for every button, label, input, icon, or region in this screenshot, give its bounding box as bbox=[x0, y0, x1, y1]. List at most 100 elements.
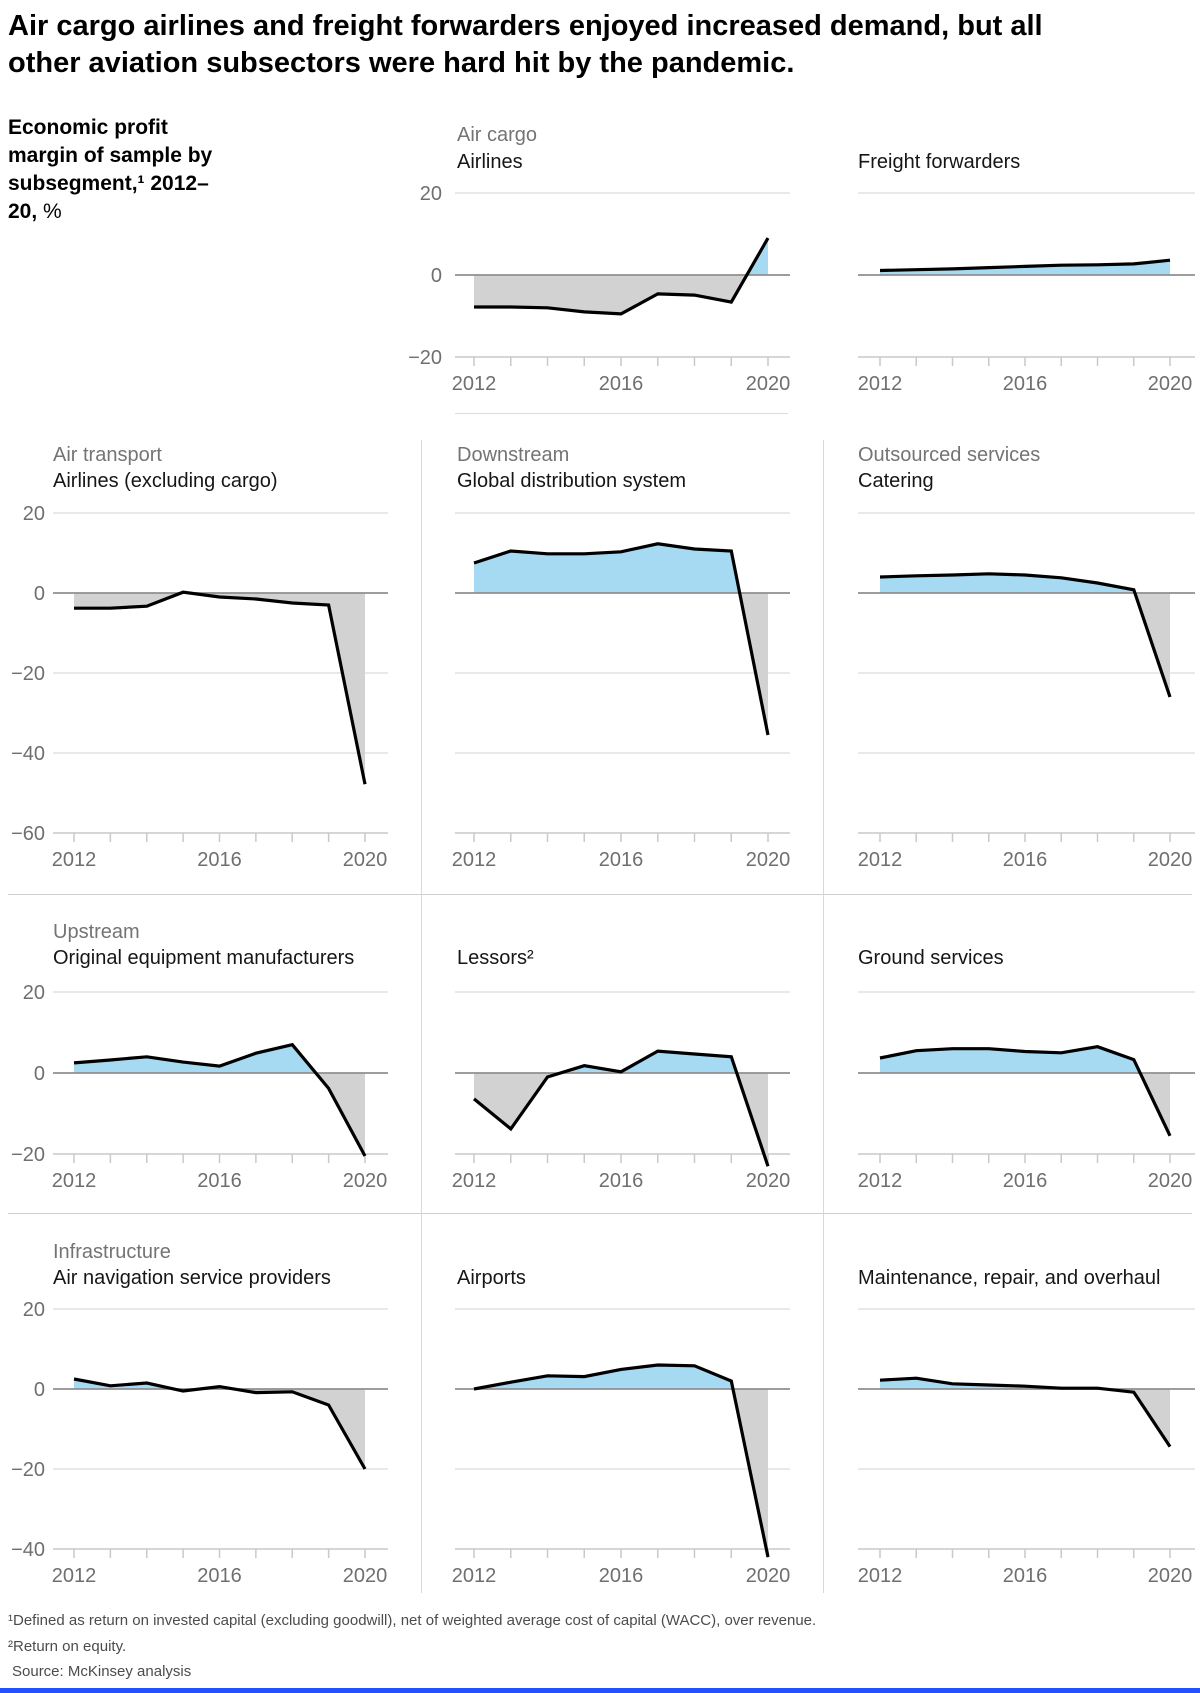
x-tick-label: 2020 bbox=[746, 373, 791, 395]
area-negative bbox=[74, 1073, 365, 1156]
footnote-1: ¹Defined as return on invested capital (… bbox=[8, 1612, 817, 1629]
x-tick-label: 2016 bbox=[599, 849, 644, 871]
x-tick-label: 2012 bbox=[452, 1565, 497, 1587]
area-positive bbox=[74, 1044, 365, 1073]
area-negative bbox=[474, 1073, 768, 1167]
y-tick-label: 0 bbox=[34, 1063, 45, 1085]
x-tick-label: 2016 bbox=[1003, 849, 1048, 871]
chart-title-ground-services: Ground services bbox=[858, 947, 1004, 969]
x-tick-label: 2020 bbox=[1148, 849, 1193, 871]
x-tick-label: 2012 bbox=[452, 849, 497, 871]
x-tick-label: 2016 bbox=[599, 1565, 644, 1587]
group-label-outsourced-services: Outsourced services bbox=[858, 444, 1041, 466]
area-positive bbox=[474, 1051, 768, 1073]
y-tick-label: 20 bbox=[23, 982, 45, 1004]
x-tick-label: 2020 bbox=[343, 1170, 388, 1192]
chart-title-global-distribution-system: Global distribution system bbox=[457, 470, 686, 492]
accent-bar bbox=[0, 1688, 1200, 1693]
group-label-infrastructure: Infrastructure bbox=[53, 1241, 171, 1263]
chart-title-airlines-excluding-cargo: Airlines (excluding cargo) bbox=[53, 470, 278, 492]
x-tick-label: 2012 bbox=[858, 373, 903, 395]
series-line bbox=[474, 237, 770, 316]
y-tick-label: −20 bbox=[11, 1144, 45, 1166]
area-negative bbox=[880, 1389, 1170, 1447]
series-line bbox=[472, 1049, 770, 1167]
page-title: Air cargo airlines and freight forwarder… bbox=[8, 10, 1043, 80]
x-tick-label: 2016 bbox=[197, 1565, 242, 1587]
series-line bbox=[473, 542, 770, 736]
x-tick-label: 2020 bbox=[343, 1565, 388, 1587]
x-tick-label: 2016 bbox=[599, 373, 644, 395]
x-tick-label: 2020 bbox=[1148, 373, 1193, 395]
series-line bbox=[74, 590, 367, 785]
x-tick-label: 2016 bbox=[197, 1170, 242, 1192]
x-tick-label: 2012 bbox=[52, 1565, 97, 1587]
x-tick-label: 2012 bbox=[452, 373, 497, 395]
x-tick-label: 2016 bbox=[1003, 373, 1048, 395]
x-tick-label: 2012 bbox=[858, 849, 903, 871]
descriptor-text: Economic profit margin of sample by subs… bbox=[8, 116, 213, 224]
x-tick-label: 2016 bbox=[599, 1170, 644, 1192]
chart-title-airports: Airports bbox=[457, 1267, 526, 1289]
descriptor-unit: % bbox=[43, 200, 62, 224]
footnote-2: ²Return on equity. bbox=[8, 1638, 127, 1655]
area-positive bbox=[880, 573, 1170, 593]
area-positive bbox=[880, 1378, 1170, 1389]
column-divider-left bbox=[421, 440, 422, 1593]
area-negative bbox=[474, 593, 768, 735]
source-line: Source: McKinsey analysis bbox=[12, 1663, 192, 1680]
y-tick-label: 20 bbox=[420, 183, 442, 205]
group-label-air-cargo: Air cargo bbox=[457, 124, 538, 146]
row1-bottom-rule bbox=[455, 413, 788, 414]
x-tick-label: 2012 bbox=[52, 1170, 97, 1192]
chart-title-catering: Catering bbox=[858, 470, 934, 492]
series-line bbox=[879, 258, 1171, 273]
x-tick-label: 2012 bbox=[52, 849, 97, 871]
chart-title-airlines-cargo: Airlines bbox=[457, 151, 523, 173]
area-positive bbox=[74, 1379, 365, 1389]
x-tick-label: 2012 bbox=[858, 1170, 903, 1192]
series-line bbox=[879, 572, 1172, 698]
y-tick-label: −20 bbox=[11, 663, 45, 685]
area-positive bbox=[474, 1365, 768, 1389]
x-tick-label: 2012 bbox=[452, 1170, 497, 1192]
chart-title-freight-forwarders: Freight forwarders bbox=[858, 151, 1021, 173]
group-label-air-transport: Air transport bbox=[53, 444, 162, 466]
y-tick-label: −20 bbox=[11, 1459, 45, 1481]
x-tick-label: 2020 bbox=[343, 849, 388, 871]
chart-title-lessors: Lessors² bbox=[457, 947, 534, 969]
y-tick-label: 20 bbox=[23, 1299, 45, 1321]
area-positive bbox=[880, 1046, 1170, 1073]
x-tick-label: 2016 bbox=[197, 849, 242, 871]
series-line bbox=[879, 1376, 1172, 1448]
x-tick-label: 2016 bbox=[1003, 1565, 1048, 1587]
x-tick-label: 2020 bbox=[746, 849, 791, 871]
chart-descriptor: Economic profit margin of sample by subs… bbox=[8, 114, 220, 227]
series-line bbox=[73, 1042, 367, 1157]
group-label-downstream: Downstream bbox=[457, 444, 570, 466]
y-tick-label: −20 bbox=[408, 347, 442, 369]
area-negative bbox=[880, 1073, 1170, 1136]
x-tick-label: 2012 bbox=[858, 1565, 903, 1587]
series-line bbox=[73, 1377, 367, 1470]
chart-title-maintenance-repair-overhaul: Maintenance, repair, and overhaul bbox=[858, 1267, 1161, 1289]
x-tick-label: 2016 bbox=[1003, 1170, 1048, 1192]
group-label-upstream: Upstream bbox=[53, 921, 140, 943]
y-tick-label: 20 bbox=[23, 503, 45, 525]
row-separator-infrastructure bbox=[8, 1213, 1192, 1214]
x-tick-label: 2020 bbox=[1148, 1565, 1193, 1587]
x-tick-label: 2020 bbox=[746, 1170, 791, 1192]
x-tick-label: 2020 bbox=[1148, 1170, 1193, 1192]
x-tick-label: 2020 bbox=[746, 1565, 791, 1587]
y-tick-label: 0 bbox=[34, 1379, 45, 1401]
area-negative bbox=[474, 275, 768, 314]
series-line bbox=[879, 1045, 1172, 1137]
y-tick-label: 0 bbox=[34, 583, 45, 605]
series-line bbox=[473, 1363, 770, 1558]
column-divider-right bbox=[823, 440, 824, 1593]
area-positive bbox=[474, 238, 768, 275]
area-negative bbox=[880, 593, 1170, 697]
area-negative bbox=[74, 593, 365, 785]
chart-title-air-navigation-service-providers: Air navigation service providers bbox=[53, 1267, 331, 1289]
